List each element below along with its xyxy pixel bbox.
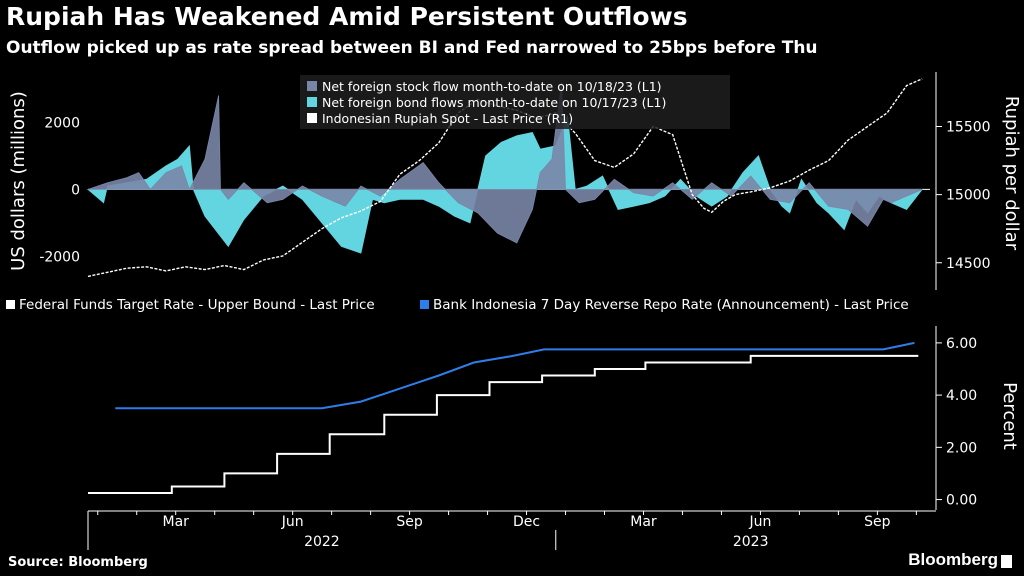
right-tick-label: 15000: [946, 188, 991, 204]
upper-panel: 2000 0 -2000 15500 15000 14500 US dollars (mil…: [8, 72, 1022, 290]
legend-label: Net foreign stock flow month-to-date on …: [322, 79, 662, 94]
stock-flow-area: [87, 82, 923, 244]
x-year-label: 2023: [733, 534, 769, 550]
right-tick-label: 4.00: [946, 388, 977, 404]
right-tick-label: 0.00: [946, 493, 977, 509]
right-axis-title: Percent: [999, 382, 1020, 450]
x-tick-label: Jun: [281, 514, 304, 530]
legend-swatch: [307, 113, 317, 123]
right-axis-title: Rupiah per dollar: [1001, 96, 1022, 251]
chart-title: Rupiah Has Weakened Amid Persistent Outf…: [6, 2, 688, 31]
legend-swatch: [307, 81, 317, 91]
bloomberg-mark-icon: [1001, 555, 1012, 568]
legend-label: Bank Indonesia 7 Day Reverse Repo Rate (…: [433, 297, 909, 313]
x-tick-label: Dec: [513, 514, 540, 530]
left-tick-label: -2000: [39, 249, 80, 265]
right-tick-label: 6.00: [946, 336, 977, 352]
left-tick-label: 2000: [44, 115, 80, 131]
bi-repo-rate-line: [115, 341, 915, 410]
fed-funds-rate-line: [88, 354, 919, 494]
right-tick-label: 15500: [946, 120, 991, 136]
left-axis-title: US dollars (millions): [8, 91, 29, 271]
chart-subtitle: Outflow picked up as rate spread between…: [6, 38, 818, 58]
x-tick-label: Sep: [864, 514, 891, 530]
x-axis: Mar Jun Sep Dec Mar Jun Sep 2022 2023: [87, 510, 936, 550]
source-note: Source: Bloomberg: [8, 555, 148, 570]
legend-label: Net foreign bond flows month-to-date on …: [322, 95, 666, 110]
x-tick-label: Mar: [162, 514, 189, 530]
legend-label: Indonesian Rupiah Spot - Last Price (R1): [322, 111, 573, 126]
bloomberg-logo: Bloomberg: [908, 550, 998, 569]
legend-label: Federal Funds Target Rate - Upper Bound …: [19, 297, 375, 313]
legend-swatch: [420, 300, 429, 309]
x-tick-label: Jun: [748, 514, 771, 530]
legend-box: [300, 75, 730, 129]
right-tick-label: 14500: [946, 256, 991, 272]
left-tick-label: 0: [71, 182, 80, 198]
legend-swatch: [307, 97, 317, 107]
x-tick-label: Sep: [396, 514, 423, 530]
lower-panel: Federal Funds Target Rate - Upper Bound …: [6, 297, 1020, 510]
legend-swatch: [6, 300, 15, 309]
x-year-label: 2022: [304, 534, 340, 550]
x-tick-label: Mar: [630, 514, 657, 530]
right-tick-label: 2.00: [946, 440, 977, 456]
